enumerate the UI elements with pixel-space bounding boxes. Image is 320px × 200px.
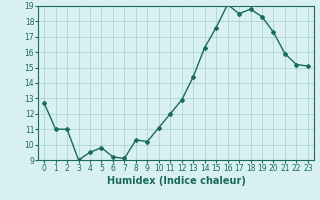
X-axis label: Humidex (Indice chaleur): Humidex (Indice chaleur) xyxy=(107,176,245,186)
